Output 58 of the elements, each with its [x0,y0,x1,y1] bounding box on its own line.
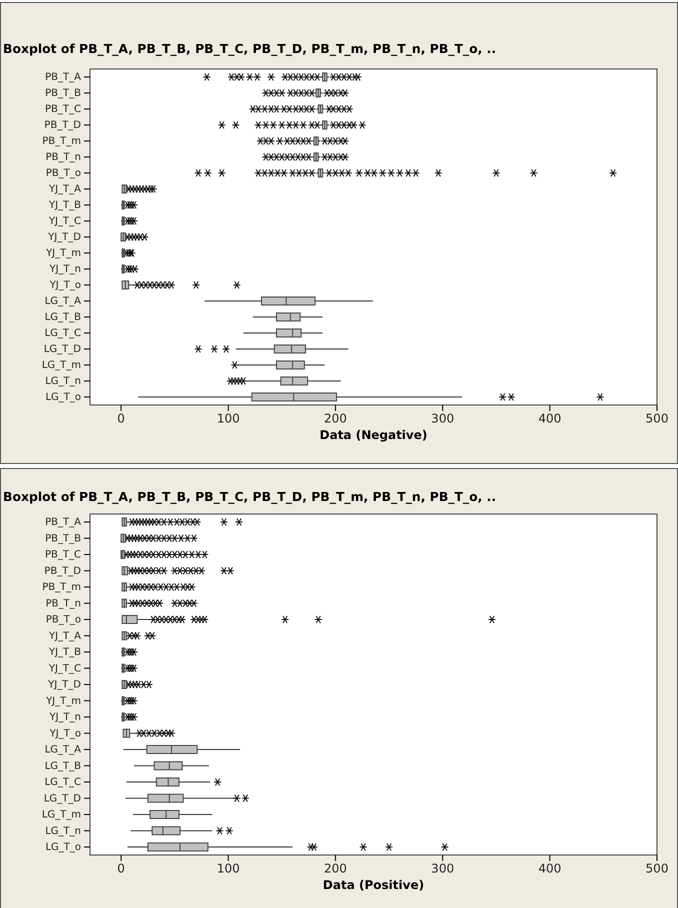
y-tick-label: YJ_T_B [48,647,82,658]
y-tick-label: YJ_T_n [48,712,81,724]
y-tick-label: PB_T_D [44,120,82,132]
x-axis-title: Data (Positive) [322,878,424,892]
y-tick-label: LG_T_C [44,328,82,340]
x-tick-label: 200 [324,862,347,876]
y-tick-label: YJ_T_C [48,216,82,228]
y-tick-label: YJ_T_D [47,680,82,691]
y-tick-label: PB_T_A [45,517,82,528]
x-tick-label: 300 [431,862,454,876]
y-tick-label: LG_T_C [44,777,82,788]
y-tick-label: LG_T_m [42,360,81,372]
y-tick-label: PB_T_o [46,168,81,180]
chart-title: Boxplot of PB_T_A, PB_T_B, PB_T_C, PB_T_D, PB_T_m, PB_T_n, PB_T_o, .. [3,489,496,504]
y-tick-label: YJ_T_o [48,728,81,740]
x-tick-label: 100 [216,412,240,426]
x-tick-label: 500 [646,412,668,426]
y-tick-label: YJ_T_B [48,200,82,212]
y-tick-label: PB_T_o [46,614,81,626]
y-tick-label: YJ_T_C [48,663,82,674]
y-tick-label: PB_T_A [45,72,82,84]
y-tick-label: LG_T_D [44,344,82,356]
y-tick-label: PB_T_m [42,136,81,148]
x-tick-label: 300 [431,412,454,426]
y-tick-label: LG_T_A [44,296,82,308]
x-tick-label: 500 [646,862,668,876]
y-tick-label: PB_T_B [45,88,82,100]
x-tick-label: 400 [538,862,562,876]
chart-title: Boxplot of PB_T_A, PB_T_B, PB_T_C, PB_T_D, PB_T_m, PB_T_n, PB_T_o, .. [3,41,496,56]
y-tick-label: PB_T_n [46,152,81,164]
y-tick-label: PB_T_n [46,598,81,610]
y-tick-label: YJ_T_m [45,696,81,707]
y-tick-label: YJ_T_A [48,184,82,196]
y-tick-label: LG_T_B [44,760,82,772]
y-tick-label: LG_T_D [44,793,82,804]
y-tick-label: PB_T_C [45,104,82,116]
y-tick-label: YJ_T_D [47,232,82,244]
y-tick-label: PB_T_m [42,582,81,594]
y-tick-label: YJ_T_o [48,280,81,292]
y-tick-label: PB_T_B [45,533,82,544]
y-tick-label: PB_T_D [44,566,82,577]
y-tick-label: LG_T_o [45,842,81,854]
y-tick-label: YJ_T_m [45,248,81,260]
y-tick-label: LG_T_n [45,376,81,388]
y-tick-label: LG_T_n [45,826,81,837]
x-tick-label: 400 [538,412,562,426]
y-tick-label: LG_T_m [42,810,81,821]
x-tick-label: 200 [324,412,347,426]
y-tick-label: LG_T_o [45,392,81,404]
x-tick-label: 100 [216,862,240,876]
x-axis-title: Data (Negative) [320,428,428,442]
y-tick-label: LG_T_A [44,744,82,756]
y-tick-label: PB_T_C [45,550,82,561]
y-tick-label: YJ_T_A [48,630,82,642]
y-tick-label: LG_T_B [44,312,82,324]
x-tick-label: 0 [117,862,125,876]
x-tick-label: 0 [117,412,125,426]
y-tick-label: YJ_T_n [48,264,81,276]
